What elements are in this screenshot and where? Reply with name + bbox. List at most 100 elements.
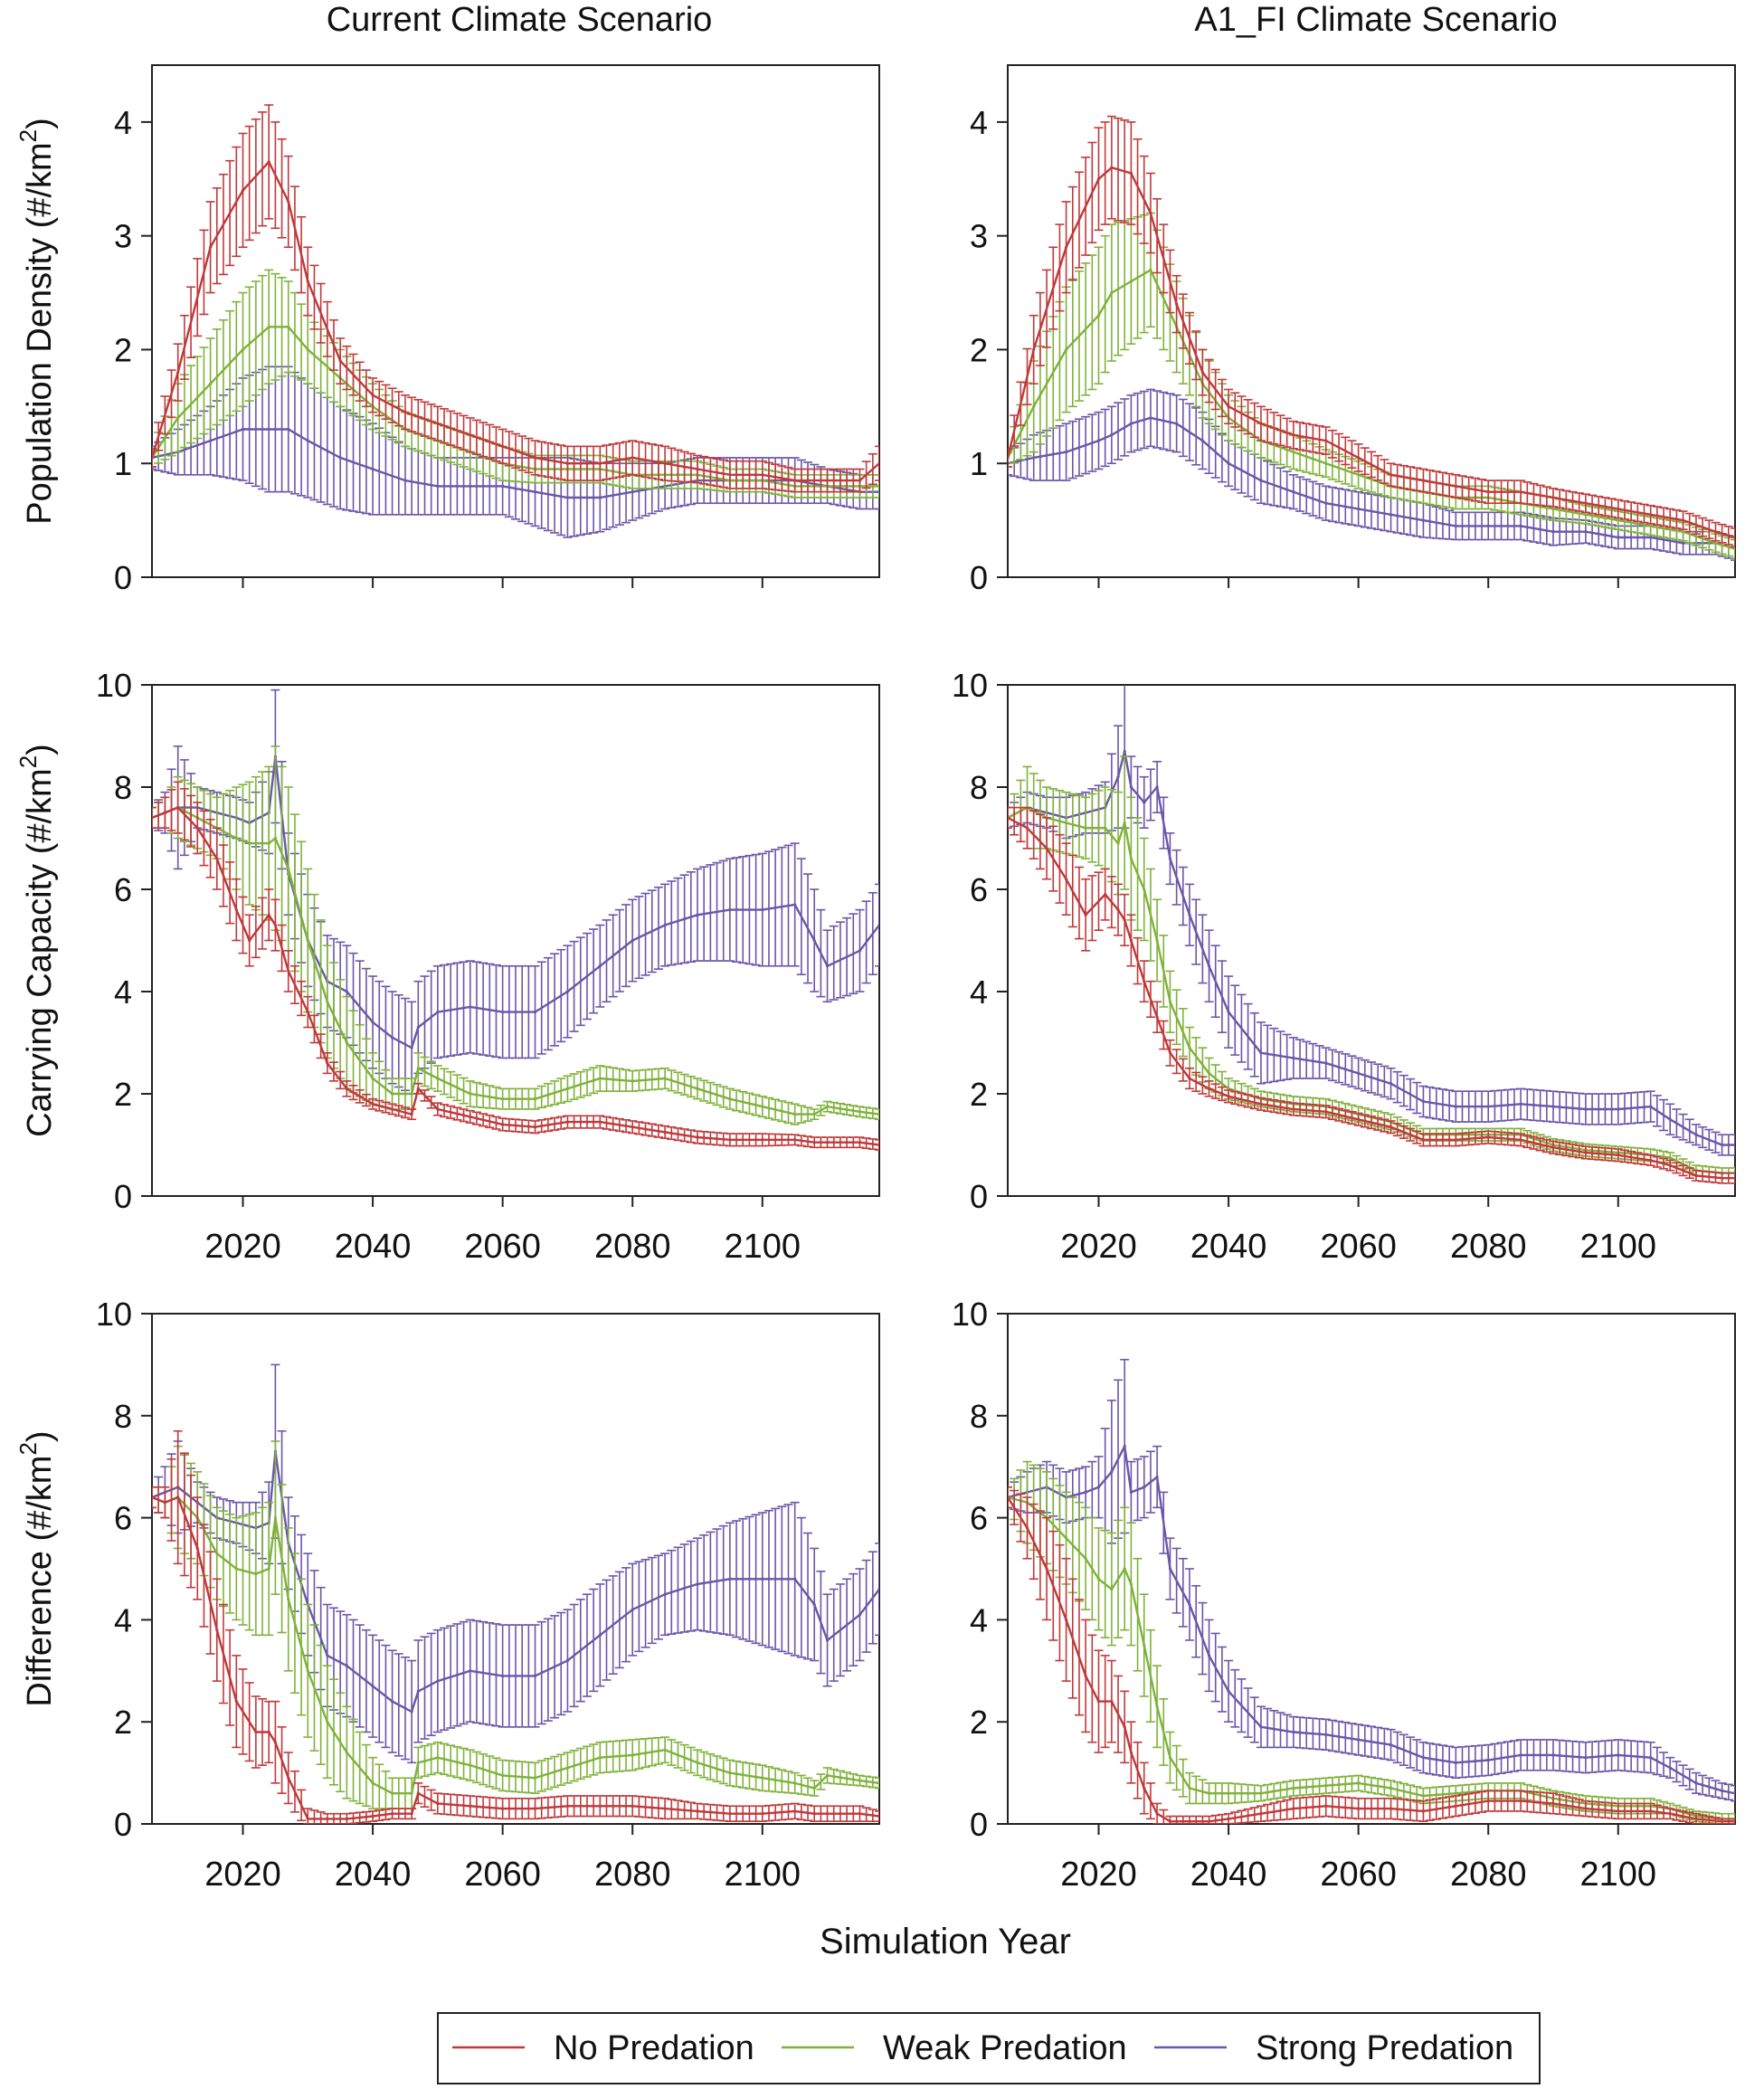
data-point [287, 200, 290, 204]
data-point [326, 1654, 329, 1657]
data-point [345, 1040, 348, 1045]
data-point [533, 1674, 537, 1678]
y-tick-label: 8 [114, 769, 132, 806]
data-point [1486, 1105, 1490, 1108]
data-point [1324, 461, 1328, 465]
data-point [436, 422, 440, 425]
data-point [1259, 1102, 1263, 1106]
data-point [241, 427, 245, 432]
data-point [215, 857, 219, 860]
panel-data [152, 104, 879, 538]
chart-panel-2: 0 1 2 3 4 [970, 64, 1736, 596]
data-point [436, 1077, 440, 1080]
panel-data [1008, 685, 1735, 1184]
y-tick-label: 0 [114, 1806, 132, 1843]
series-line [152, 159, 879, 482]
data-point [1168, 1000, 1172, 1003]
data-point [1008, 816, 1010, 820]
series-strong-predation [1008, 685, 1735, 1156]
data-point [598, 964, 602, 968]
data-point [825, 479, 830, 482]
y-tick-label: 2 [114, 1704, 132, 1741]
data-point [1454, 484, 1457, 488]
data-point [598, 1077, 602, 1080]
data-point [1324, 1110, 1328, 1114]
data-point [287, 969, 290, 973]
data-point [1123, 749, 1126, 754]
data-point [1129, 857, 1133, 860]
data-point [858, 1141, 862, 1144]
data-point [338, 456, 342, 460]
data-point [1227, 1095, 1230, 1098]
y-axis-label-superscript: 2 [14, 129, 42, 142]
data-point [793, 903, 797, 907]
data-point [877, 1113, 879, 1116]
data-point [565, 461, 570, 465]
data-point [812, 1141, 816, 1144]
data-point [1025, 826, 1029, 830]
y-axis-label: Difference (#/km2) [14, 1430, 59, 1706]
data-point [1486, 490, 1490, 494]
data-point [533, 456, 537, 460]
data-point [1200, 439, 1204, 442]
data-point [631, 1608, 634, 1611]
data-point [1421, 1138, 1426, 1142]
data-point [469, 1669, 472, 1673]
data-point [1292, 490, 1295, 494]
data-point [1188, 1077, 1191, 1080]
data-point [1096, 439, 1101, 442]
data-point [1551, 507, 1555, 511]
data-point [1357, 1071, 1361, 1075]
data-point [598, 461, 602, 465]
data-point [416, 1689, 420, 1693]
data-point [1681, 518, 1685, 522]
data-point [1421, 479, 1426, 482]
data-point [371, 1685, 375, 1688]
data-point [858, 479, 862, 482]
data-point [1584, 501, 1588, 505]
y-tick-label: 6 [114, 871, 132, 908]
x-tick-label: 2080 [594, 1856, 671, 1894]
data-point [1617, 1154, 1620, 1157]
series-no-predation [1008, 806, 1735, 1184]
data-point [1207, 964, 1211, 968]
data-point [1200, 371, 1204, 375]
y-tick-label: 8 [970, 769, 988, 806]
data-point [345, 990, 348, 993]
x-tick-label: 2100 [1580, 1228, 1657, 1266]
data-point [696, 1135, 699, 1139]
data-point [728, 1097, 732, 1101]
data-point [1584, 1151, 1588, 1154]
data-point [241, 188, 245, 192]
data-point [410, 1046, 413, 1049]
data-point [1110, 290, 1114, 295]
data-point [1389, 473, 1393, 477]
data-point [1129, 785, 1133, 789]
data-point [371, 1102, 375, 1106]
data-point [1129, 171, 1133, 176]
x-tick-label: 2040 [335, 1228, 412, 1266]
data-point [338, 359, 342, 363]
data-point [1551, 1105, 1555, 1108]
plot-frame [151, 1313, 880, 1825]
data-point [1149, 268, 1152, 271]
data-point [1129, 422, 1133, 425]
x-tick-label: 2100 [725, 1856, 801, 1894]
data-point [469, 484, 472, 488]
x-tick-label: 2080 [594, 1228, 671, 1266]
data-point [1324, 1061, 1328, 1065]
data-point [1104, 893, 1107, 897]
y-tick-label: 4 [114, 973, 132, 1011]
series-strong-predation [152, 688, 879, 1095]
data-point [1292, 1107, 1295, 1111]
data-point [877, 484, 879, 488]
data-point [1227, 461, 1230, 465]
data-point [1065, 878, 1068, 881]
data-point [1149, 416, 1152, 420]
data-point [1045, 847, 1048, 850]
data-point [1143, 888, 1146, 891]
data-point [1584, 530, 1588, 534]
data-point [1721, 1176, 1724, 1180]
series-weak-predation [152, 1440, 879, 1809]
